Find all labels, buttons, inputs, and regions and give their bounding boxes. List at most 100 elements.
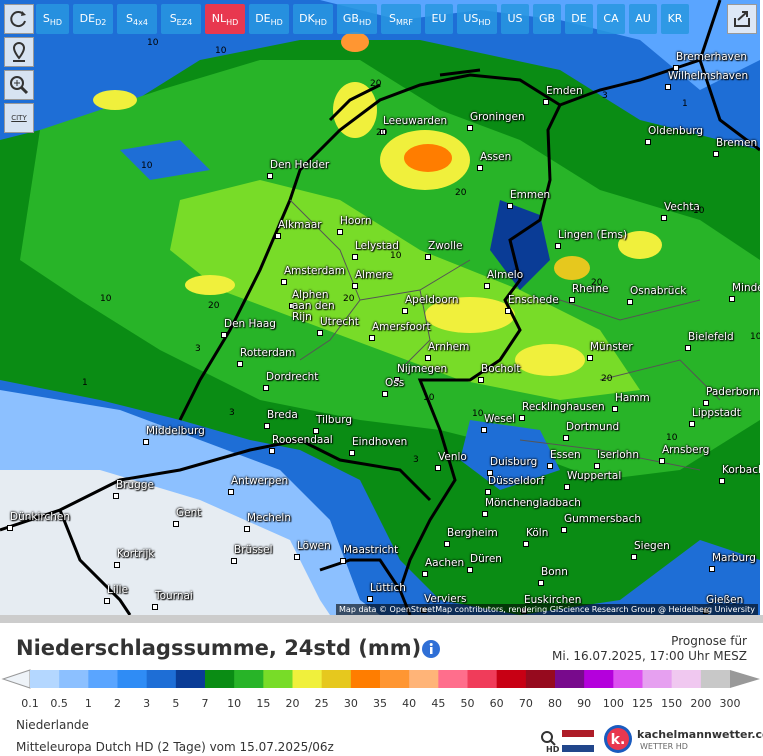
city-marker (478, 377, 484, 383)
info-icon[interactable] (421, 639, 441, 659)
button-label: DE (571, 12, 587, 25)
city-label: Alphen aan den Rijn (292, 289, 335, 323)
city-label: Bremerhaven (676, 51, 747, 63)
city-marker (152, 604, 158, 610)
legend-swatch (700, 670, 731, 688)
model-button[interactable]: USHD (457, 4, 497, 34)
locate-icon (12, 41, 26, 62)
city-label: Eindhoven (352, 436, 408, 448)
city-label: Leeuwarden (383, 115, 448, 127)
nl-flag[interactable] (562, 730, 594, 752)
city-marker (352, 254, 358, 260)
city-marker (317, 330, 323, 336)
model-button[interactable]: US (501, 4, 529, 34)
city-label: Oss (385, 377, 405, 389)
city-button[interactable]: CITY (4, 103, 34, 133)
map[interactable]: Bremerhaven Wilhelmshaven Emden Oldenburg Br… (0, 0, 760, 615)
city-label: Minden (732, 282, 760, 294)
city-marker (425, 254, 431, 260)
share-button[interactable] (727, 4, 757, 34)
city-marker (467, 125, 473, 131)
model-button[interactable]: SMRF (381, 4, 421, 34)
model-button[interactable]: DKHD (293, 4, 333, 34)
city-marker (244, 526, 250, 532)
city-marker (382, 391, 388, 397)
precip-area (515, 344, 585, 376)
city-label: Amsterdam (284, 265, 345, 277)
share-icon (734, 11, 750, 27)
city-marker (505, 308, 511, 314)
city-label: Maastricht (343, 544, 399, 556)
model-button[interactable]: DE (565, 4, 593, 34)
hd-icon[interactable]: HD (538, 730, 560, 754)
button-sub: MRF (395, 18, 414, 28)
button-sub: D2 (95, 18, 107, 28)
contour-label: 20 (343, 294, 355, 304)
legend-swatch (555, 670, 585, 688)
city-label: Bergheim (447, 527, 498, 539)
city-marker (349, 450, 355, 456)
city-label: Dünkirchen (10, 511, 71, 523)
contour-label: 10 (215, 46, 227, 56)
city-marker (543, 99, 549, 105)
city-label: Arnsberg (662, 444, 710, 456)
contour-label: 10 (100, 294, 112, 304)
contour-label: 10 (693, 206, 705, 216)
model-button[interactable]: KR (661, 4, 689, 34)
reload-button[interactable] (4, 4, 34, 34)
model-button[interactable]: DED2 (73, 4, 113, 34)
model-button[interactable]: NLHD (205, 4, 245, 34)
model-button[interactable]: S4x4 (117, 4, 157, 34)
legend-swatch (88, 670, 118, 688)
city-marker (294, 554, 300, 560)
city-marker (519, 415, 525, 421)
model-button[interactable]: GB (533, 4, 561, 34)
city-label: Zwolle (428, 240, 463, 252)
button-label: S (169, 12, 177, 25)
city-label: Wesel (484, 413, 516, 425)
model-button[interactable]: EU (425, 4, 453, 34)
legend-swatch (117, 670, 148, 688)
model-button[interactable]: CA (597, 4, 625, 34)
button-sub: HD (314, 18, 327, 28)
legend-tick-label: 5 (172, 697, 179, 710)
precip-area (554, 256, 590, 280)
legend-swatch (438, 670, 468, 688)
city-marker (173, 521, 179, 527)
model-button[interactable]: DEHD (249, 4, 289, 34)
admin-borders (289, 199, 721, 471)
city-label: Alkmaar (278, 219, 322, 231)
brand[interactable]: kachelmannwetter.com (637, 728, 763, 741)
precip-area (460, 420, 560, 490)
model-button[interactable]: AU (629, 4, 657, 34)
city-label: Mecheln (247, 512, 291, 524)
legend-under (1, 669, 31, 689)
contour-label: 3 (229, 408, 235, 418)
locate-button[interactable] (4, 37, 34, 67)
city-label: Den Helder (270, 159, 330, 171)
city-label: Köln (526, 527, 549, 539)
city-marker (114, 562, 120, 568)
legend-tick-label: 35 (373, 697, 387, 710)
city-marker (113, 493, 119, 499)
model-button[interactable]: SHD (36, 4, 69, 34)
contour-label: 20 (601, 374, 613, 384)
svg-text:k.: k. (611, 732, 626, 748)
city-label: Löwen (297, 540, 331, 552)
city-label: Aachen (425, 557, 465, 569)
city-label: Oldenburg (648, 125, 704, 137)
model-button[interactable]: GBHD (337, 4, 377, 34)
zoom-icon (10, 76, 29, 95)
city-label: Hoorn (340, 215, 372, 227)
contour-label: 10 (141, 161, 153, 171)
city-label: Siegen (634, 540, 670, 552)
city-marker (367, 596, 373, 602)
contour-label: 10 (750, 332, 760, 342)
city-marker (689, 421, 695, 427)
legend-tick-label: 70 (519, 697, 533, 710)
zoom-button[interactable] (4, 70, 34, 100)
city-marker (594, 463, 600, 469)
model-button[interactable]: SEZ4 (161, 4, 201, 34)
city-label: Lingen (Ems) (558, 229, 628, 241)
legend-tick-label: 90 (577, 697, 591, 710)
